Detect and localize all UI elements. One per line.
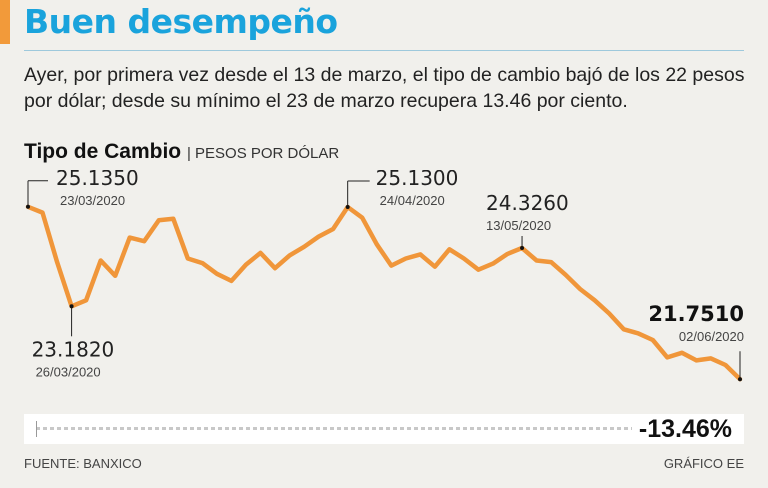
annotation-point [69,304,74,309]
change-value: -13.46% [638,415,732,443]
change-bar-start [36,421,37,437]
annotation-date: 13/05/2020 [486,218,551,233]
annotation-date: 24/04/2020 [380,193,445,208]
headline: Buen desempeño [24,2,338,41]
series-line [25,204,743,382]
annotation-value: 21.7510 [648,302,744,326]
chart-unit: | PESOS POR DÓLAR [186,145,340,162]
annotation-date: 02/06/2020 [679,329,744,344]
annotation-date: 26/03/2020 [36,364,101,379]
annotation-point [345,205,350,210]
annotation-point [738,377,742,382]
annotation-value: 25.1300 [376,170,459,190]
annotation-value: 23.1820 [32,337,115,361]
chart-title-text: Tipo de Cambio [24,140,182,163]
line-chart: 25.1350 23/03/2020 23.1820 26/03/2020 25.130… [25,170,744,382]
annotation-point [520,246,525,251]
source-note: FUENTE: BANXICO [24,456,142,471]
annotations: 25.1350 23/03/2020 23.1820 26/03/2020 25.130… [26,170,744,382]
annotation-value: 24.3260 [486,191,569,215]
intro-text: Ayer, por primera vez desde el 13 de mar… [24,64,745,112]
accent-bar [0,0,10,44]
change-bar [36,427,632,430]
annotation-point [26,204,30,209]
chart-title: Tipo de Cambio | PESOS POR DÓLAR [24,140,339,164]
annotation-date: 23/03/2020 [60,193,125,208]
graphic-credit: GRÁFICO EE [663,456,744,471]
title-divider [24,50,744,51]
annotation-value: 25.1350 [56,170,139,190]
